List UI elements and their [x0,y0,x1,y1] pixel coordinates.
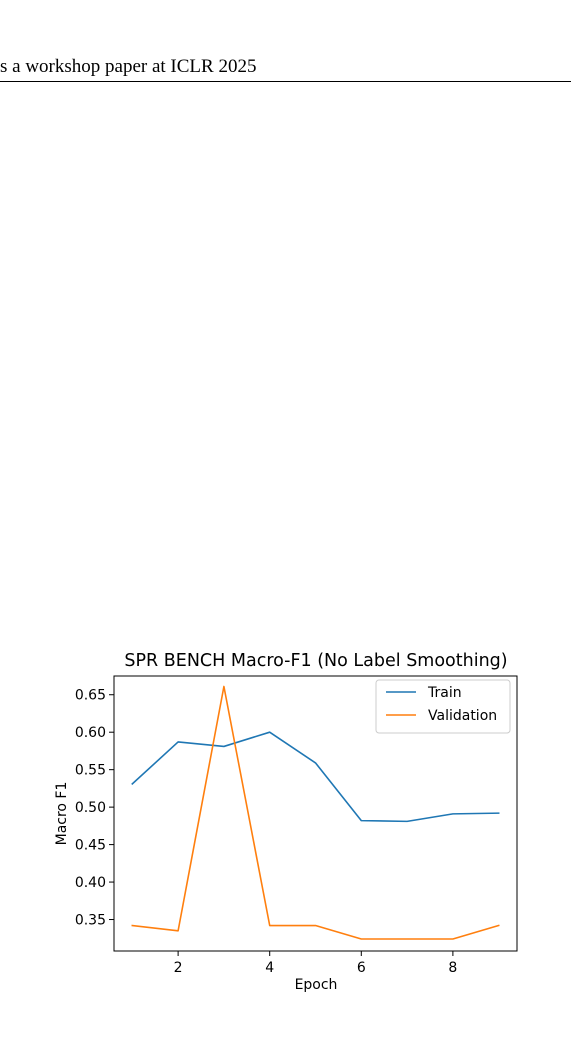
legend-box [375,679,511,734]
macro-f1-chart: SPR BENCH Macro-F1 (No Label Smoothing) … [54,651,518,993]
y-tick-label: 0.55 [75,763,106,779]
page-header: s a workshop paper at ICLR 2025 [0,0,571,82]
x-axis-label: Epoch [295,977,338,993]
y-tick-label: 0.60 [75,725,106,741]
y-tick-label: 0.65 [75,688,106,704]
series-lines [131,685,500,940]
y-tick-label: 0.35 [75,913,106,929]
y-tick-label: 0.50 [75,800,106,816]
x-axis-ticks: 2 4 6 8 [174,951,457,976]
chart-title: SPR BENCH Macro-F1 (No Label Smoothing) [124,651,507,671]
x-tick-label: 2 [174,960,183,976]
header-rule [0,81,571,82]
y-tick-label: 0.45 [75,838,106,854]
figure: SPR BENCH Macro-F1 (No Label Smoothing) … [0,640,571,1000]
y-axis-ticks: 0.35 0.40 0.45 0.50 0.55 0.60 0.65 [75,688,114,929]
y-axis-label: Macro F1 [54,782,70,846]
legend: Train Validation [375,679,511,734]
header-text: s a workshop paper at ICLR 2025 [0,56,257,77]
train-series-line [131,731,500,823]
validation-series-line [131,685,500,940]
x-tick-label: 8 [448,960,457,976]
plot-frame [113,675,518,952]
y-tick-label: 0.40 [75,875,106,891]
legend-train-label: Train [427,685,462,701]
x-tick-label: 4 [265,960,274,976]
x-tick-label: 6 [357,960,366,976]
legend-validation-label: Validation [428,708,497,724]
